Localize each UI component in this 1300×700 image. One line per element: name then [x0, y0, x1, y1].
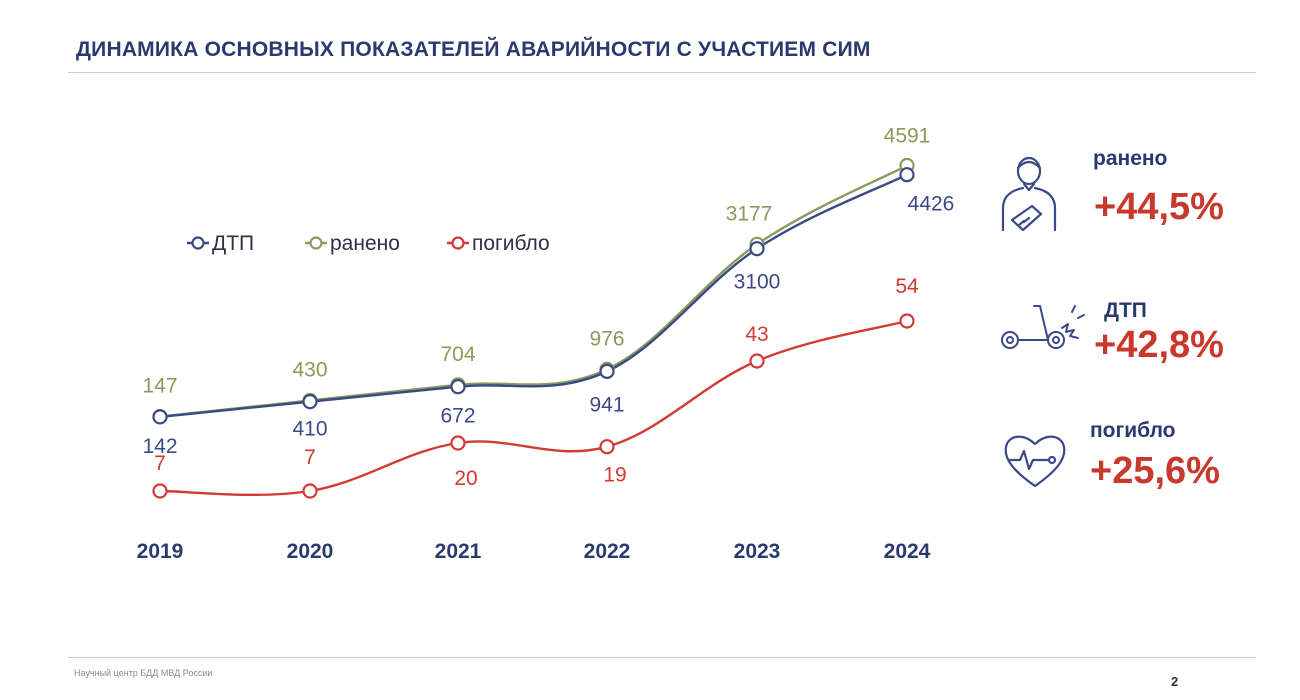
- data-point-2-3: [599, 439, 615, 455]
- stat-injured-value: +44,5%: [1094, 186, 1224, 228]
- x-tick-label-2021: 2021: [435, 540, 482, 563]
- stat-crash-label: ДТП: [1104, 299, 1147, 322]
- legend-marker-0: [191, 236, 205, 250]
- stat-deaths-label: погибло: [1090, 419, 1176, 442]
- scooter-crash-icon: [1001, 305, 1085, 349]
- data-point-2-1: [302, 483, 318, 499]
- x-tick-label-2019: 2019: [137, 540, 184, 563]
- heart-pulse-icon: [1004, 435, 1066, 488]
- data-label-2-4: 43: [745, 323, 768, 346]
- chart-x-axis: 2019 2020 2021 2022 2023 2024: [137, 540, 931, 563]
- page-number: 2: [1171, 674, 1179, 689]
- legend-marker-1: [309, 236, 323, 250]
- injured-person-icon: [1001, 156, 1057, 232]
- x-tick-label-2022: 2022: [584, 540, 631, 563]
- data-label-1-1: 430: [292, 358, 327, 381]
- data-label-0-4: 3100: [734, 271, 781, 294]
- chart-data-labels: 147 430 704 976 3177 4591 142 410 672 941 3100 4426…: [142, 125, 954, 490]
- legend-label-1: ранено: [330, 232, 400, 255]
- x-tick-label-2024: 2024: [884, 540, 931, 563]
- data-label-0-3: 941: [589, 393, 624, 416]
- data-point-2-2: [450, 435, 466, 451]
- series-line-2: [159, 319, 908, 497]
- data-label-1-2: 704: [440, 343, 475, 366]
- series-line-1: [159, 164, 908, 418]
- data-label-2-2: 20: [454, 467, 477, 490]
- stat-deaths-value: +25,6%: [1090, 450, 1220, 492]
- footer-source: Научный центр БДД МВД России: [74, 668, 213, 678]
- data-label-0-2: 672: [440, 405, 475, 428]
- data-label-0-1: 410: [292, 418, 327, 441]
- data-label-1-0: 147: [142, 375, 177, 398]
- chart-points: [152, 157, 915, 499]
- data-point-0-2: [450, 379, 466, 395]
- footer-divider: [68, 657, 1256, 658]
- data-point-0-3: [599, 363, 615, 379]
- data-point-0-0: [152, 409, 168, 425]
- data-label-2-1: 7: [304, 446, 316, 469]
- data-point-2-5: [899, 313, 915, 329]
- data-label-1-5: 4591: [884, 125, 931, 148]
- data-label-2-0: 7: [154, 452, 166, 475]
- x-tick-label-2020: 2020: [287, 540, 334, 563]
- page-title: ДИНАМИКА ОСНОВНЫХ ПОКАЗАТЕЛЕЙ АВАРИЙНОСТ…: [76, 38, 871, 61]
- legend-label-0: ДТП: [212, 232, 254, 255]
- data-label-2-3: 19: [603, 464, 626, 487]
- x-tick-label-2023: 2023: [734, 540, 781, 563]
- legend-marker-2: [451, 236, 465, 250]
- data-label-0-0: 142: [142, 435, 177, 458]
- data-point-2-0: [152, 483, 168, 499]
- title-divider: [68, 72, 1256, 73]
- series-line-0: [159, 173, 908, 419]
- stat-injured-label: ранено: [1093, 147, 1168, 170]
- data-label-0-5: 4426: [908, 193, 955, 216]
- legend-label-2: погибло: [472, 232, 550, 255]
- chart-lines: [159, 164, 908, 497]
- chart-legend: ДТП ранено погибло: [187, 232, 550, 255]
- data-label-2-5: 54: [895, 275, 919, 298]
- data-point-0-5: [899, 167, 915, 183]
- stat-crash-value: +42,8%: [1094, 324, 1224, 366]
- data-label-1-3: 976: [589, 327, 624, 350]
- data-label-1-4: 3177: [726, 202, 773, 225]
- data-point-0-4: [749, 241, 765, 257]
- data-point-2-4: [749, 353, 765, 369]
- data-point-0-1: [302, 394, 318, 410]
